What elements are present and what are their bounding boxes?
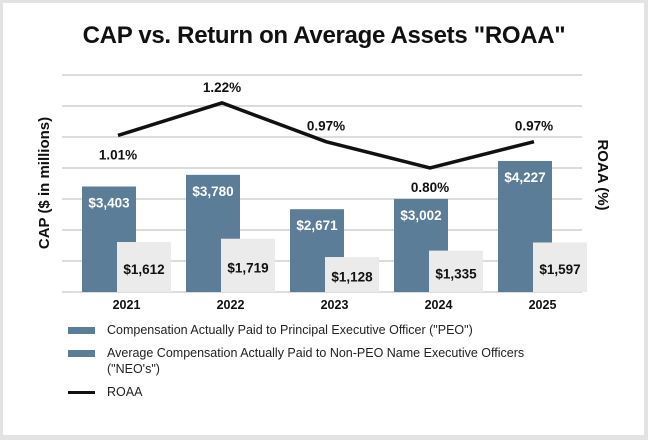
data-label-peo: $4,227 [504,170,545,185]
roaa-line-group [117,101,535,170]
x-tick-label: 2021 [113,298,141,312]
legend-item-roaa: ROAA [68,384,568,400]
roaa-line [117,101,535,170]
x-tick-label: 2024 [425,298,453,312]
legend-swatch-roaa [68,391,95,394]
data-label-peo: $3,403 [88,196,130,211]
data-label-neo: $1,612 [123,262,164,277]
bar-neo [117,242,171,292]
legend-swatch-neo [68,350,95,357]
data-label-roaa: 0.80% [411,180,449,195]
data-label-peo: $3,780 [192,184,233,199]
data-label-neo: $1,335 [435,266,477,281]
data-label-neo: $1,128 [331,270,373,285]
legend: Compensation Actually Paid to Principal … [68,322,568,407]
bar-neo [533,242,587,292]
bar-neo [221,238,275,292]
x-tick-labels: 2021 2022 2023 2024 2025 [113,298,557,312]
legend-item-neo: Average Compensation Actually Paid to No… [68,345,568,377]
legend-item-peo: Compensation Actually Paid to Principal … [68,322,568,338]
x-tick-label: 2025 [529,298,557,312]
data-label-roaa: 1.01% [99,147,137,162]
data-labels: $3,403 $1,612 $3,780 $1,719 $2,671 $1,128 $3,0… [88,80,580,285]
data-label-roaa: 1.22% [203,80,241,95]
data-label-peo: $3,002 [400,208,441,223]
bar-neo [325,257,379,292]
data-label-neo: $1,597 [539,262,580,277]
y-axis-label: CAP ($ in millions) [36,117,53,249]
data-label-roaa: 0.97% [515,119,553,134]
legend-swatch-peo [68,327,95,334]
data-label-roaa: 0.97% [307,119,345,134]
y2-axis-label: ROAA (%) [594,139,611,210]
chart-title: CAP vs. Return on Average Assets "ROAA" [82,22,566,49]
legend-label: Compensation Actually Paid to Principal … [107,323,473,337]
bar-neo [429,250,483,292]
legend-label: Average Compensation Actually Paid to No… [107,346,525,376]
x-tick-label: 2023 [321,298,349,312]
bars [82,160,587,292]
x-tick-label: 2022 [217,298,245,312]
legend-label: ROAA [107,385,143,399]
data-label-neo: $1,719 [227,260,268,275]
data-label-peo: $2,671 [296,218,338,233]
